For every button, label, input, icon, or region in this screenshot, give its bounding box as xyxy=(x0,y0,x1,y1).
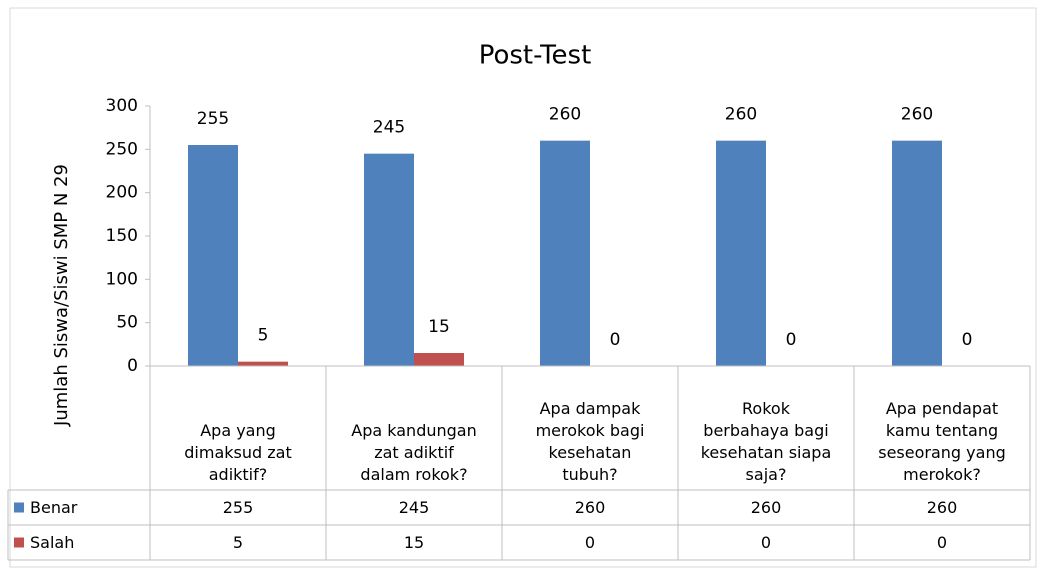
y-tick-label: 300 xyxy=(106,96,138,116)
x-tick-label: Apa kandungan zat adiktif dalam rokok? xyxy=(351,421,477,484)
bar xyxy=(716,140,766,366)
data-label: 260 xyxy=(549,105,581,125)
table-value: 0 xyxy=(936,533,948,552)
y-tick-label: 0 xyxy=(127,356,138,376)
bar xyxy=(892,140,942,366)
bar xyxy=(540,140,590,366)
data-label: 255 xyxy=(197,109,229,129)
y-tick-label: 250 xyxy=(106,139,138,159)
chart-border xyxy=(9,7,1037,568)
data-label: 0 xyxy=(962,330,973,350)
table-value: 260 xyxy=(926,498,958,517)
data-label: 15 xyxy=(428,317,450,337)
table-value: 15 xyxy=(403,533,425,552)
bar xyxy=(238,361,288,366)
bar xyxy=(188,145,238,366)
bar xyxy=(364,153,414,366)
y-tick-label: 50 xyxy=(116,313,138,333)
y-axis-label: Jumlah Siswa/Siswi SMP N 29 xyxy=(51,164,72,427)
chart-title: Post-Test xyxy=(479,41,592,71)
data-label: 260 xyxy=(725,105,757,125)
data-label: 245 xyxy=(373,118,405,138)
table-value: 260 xyxy=(574,498,606,517)
x-tick-label: Apa yang dimaksud zat adiktif? xyxy=(184,421,292,484)
y-tick-label: 200 xyxy=(106,183,138,203)
legend-key xyxy=(14,537,24,548)
data-label: 260 xyxy=(901,105,933,125)
bar xyxy=(414,353,464,366)
legend-label: Salah xyxy=(30,533,74,552)
legend-key xyxy=(14,502,24,513)
table-value: 260 xyxy=(750,498,782,517)
data-label: 0 xyxy=(786,330,797,350)
table-value: 255 xyxy=(222,498,254,517)
table-value: 5 xyxy=(232,533,244,552)
data-label: 0 xyxy=(610,330,621,350)
x-tick-label: Apa pendapat kamu tentang seseorang yang… xyxy=(878,399,1006,484)
x-tick-label: Apa dampak merokok bagi kesehatan tubuh? xyxy=(535,399,645,484)
y-tick-label: 150 xyxy=(106,226,138,246)
table-value: 245 xyxy=(398,498,430,517)
legend-label: Benar xyxy=(30,498,78,517)
x-tick-label: Rokok berbahaya bagi kesehatan siapa saj… xyxy=(700,399,832,484)
data-label: 5 xyxy=(258,326,269,346)
y-tick-label: 100 xyxy=(106,269,138,289)
table-value: 0 xyxy=(760,533,772,552)
table-value: 0 xyxy=(584,533,596,552)
